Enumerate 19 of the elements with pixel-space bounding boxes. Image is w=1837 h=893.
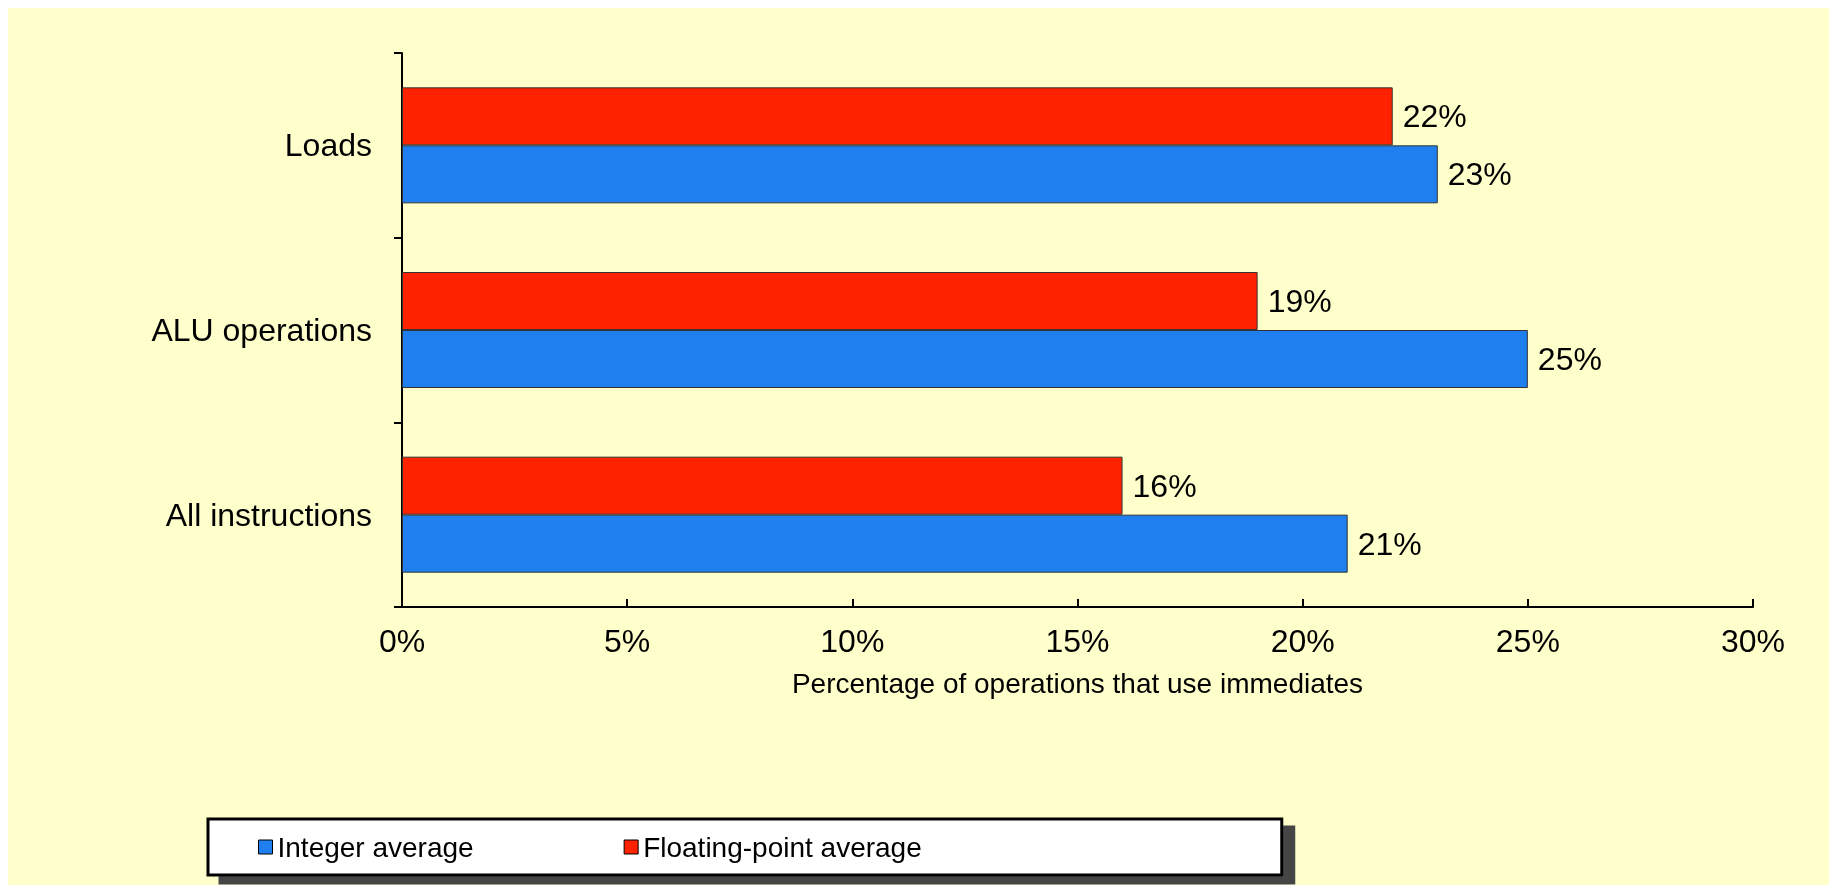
data-label: 23% — [1447, 156, 1512, 193]
y-tick-label: ALU operations — [151, 312, 372, 348]
x-tick-label: 30% — [1720, 623, 1786, 659]
y-tick-label: All instructions — [165, 496, 372, 533]
data-label: 19% — [1267, 283, 1332, 319]
x-axis-title: Percentage of operations that use immediates — [791, 667, 1364, 699]
legend-label: Floating-point average — [643, 831, 922, 863]
data-label: 21% — [1357, 525, 1422, 562]
x-tick-label: 5% — [604, 623, 651, 659]
x-tick-label: 20% — [1270, 623, 1335, 659]
data-label: 22% — [1402, 98, 1467, 135]
x-tick-label: 0% — [378, 623, 426, 659]
legend-label: Integer average — [277, 831, 474, 863]
x-tick-label: 10% — [820, 623, 885, 659]
x-tick-label: 15% — [1045, 623, 1110, 659]
y-tick-label: Loads — [284, 127, 372, 164]
x-tick-label: 25% — [1495, 623, 1560, 659]
data-label: 16% — [1132, 467, 1197, 504]
data-label: 25% — [1537, 341, 1602, 377]
